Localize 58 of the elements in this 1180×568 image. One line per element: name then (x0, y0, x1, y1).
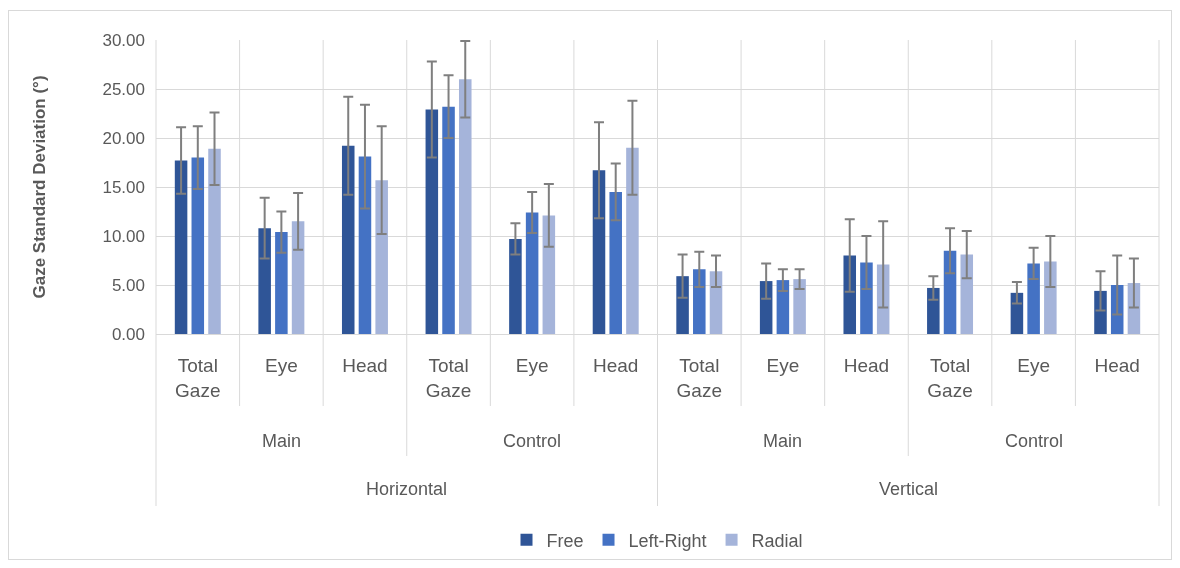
y-tick-label: 15.00 (102, 177, 145, 197)
legend-label: Left-Right (628, 530, 707, 551)
text: Control (1005, 431, 1064, 451)
y-tick-label: 0.00 (111, 324, 145, 344)
bar (626, 147, 639, 334)
bar (208, 148, 221, 334)
legend-label: Free (546, 530, 584, 551)
bar (1044, 261, 1057, 334)
x-tick-label: Total Gaze (927, 354, 973, 401)
x-tick-label: Eye (265, 354, 298, 376)
y-tick-label: 5.00 (111, 275, 145, 295)
bar (609, 191, 622, 334)
bar (291, 221, 305, 334)
x-tick-label: Head (843, 354, 890, 376)
y-axis-title: Gaze Standard Deviation (°) (30, 75, 49, 299)
text: Control (503, 431, 562, 451)
bar (458, 79, 472, 334)
y-tick-label: 30.00 (102, 30, 145, 50)
y-tick-label: 20.00 (102, 128, 145, 148)
bar (860, 262, 873, 334)
bar (542, 215, 556, 334)
x-tick-label: Eye (1017, 354, 1050, 376)
bar (776, 280, 790, 334)
text: Main (262, 431, 302, 451)
bar (709, 271, 723, 334)
text: Horizontal (366, 479, 448, 499)
x-tick-label: Head (1094, 354, 1140, 376)
legend-label: Radial (751, 530, 803, 551)
bar (442, 106, 455, 334)
y-tick-label: 25.00 (102, 79, 145, 99)
bar (358, 156, 372, 334)
bar (843, 255, 857, 334)
bar (1027, 263, 1040, 334)
text: Main (763, 431, 803, 451)
x-tick-label: Head (593, 354, 639, 376)
text: Vertical (879, 479, 939, 499)
bar (174, 160, 188, 334)
bar (191, 157, 205, 334)
bar (592, 170, 606, 334)
bar (341, 145, 355, 334)
bar (927, 287, 940, 334)
bar (960, 254, 974, 334)
x-tick-label: Total Gaze (175, 354, 221, 401)
bar (275, 232, 288, 334)
x-tick-label: Total Gaze (676, 354, 722, 401)
bar (509, 238, 522, 334)
bar (425, 109, 439, 334)
bar (375, 180, 388, 334)
bar (258, 228, 271, 334)
bar (525, 212, 539, 334)
bar (693, 269, 706, 334)
x-tick-label: Head (342, 354, 388, 376)
bar (676, 276, 689, 334)
x-tick-label: Eye (515, 354, 549, 376)
x-tick-label: Eye (766, 354, 800, 376)
x-tick-label: Total Gaze (425, 354, 472, 401)
y-tick-label: 10.00 (102, 226, 145, 246)
bar (793, 279, 806, 334)
